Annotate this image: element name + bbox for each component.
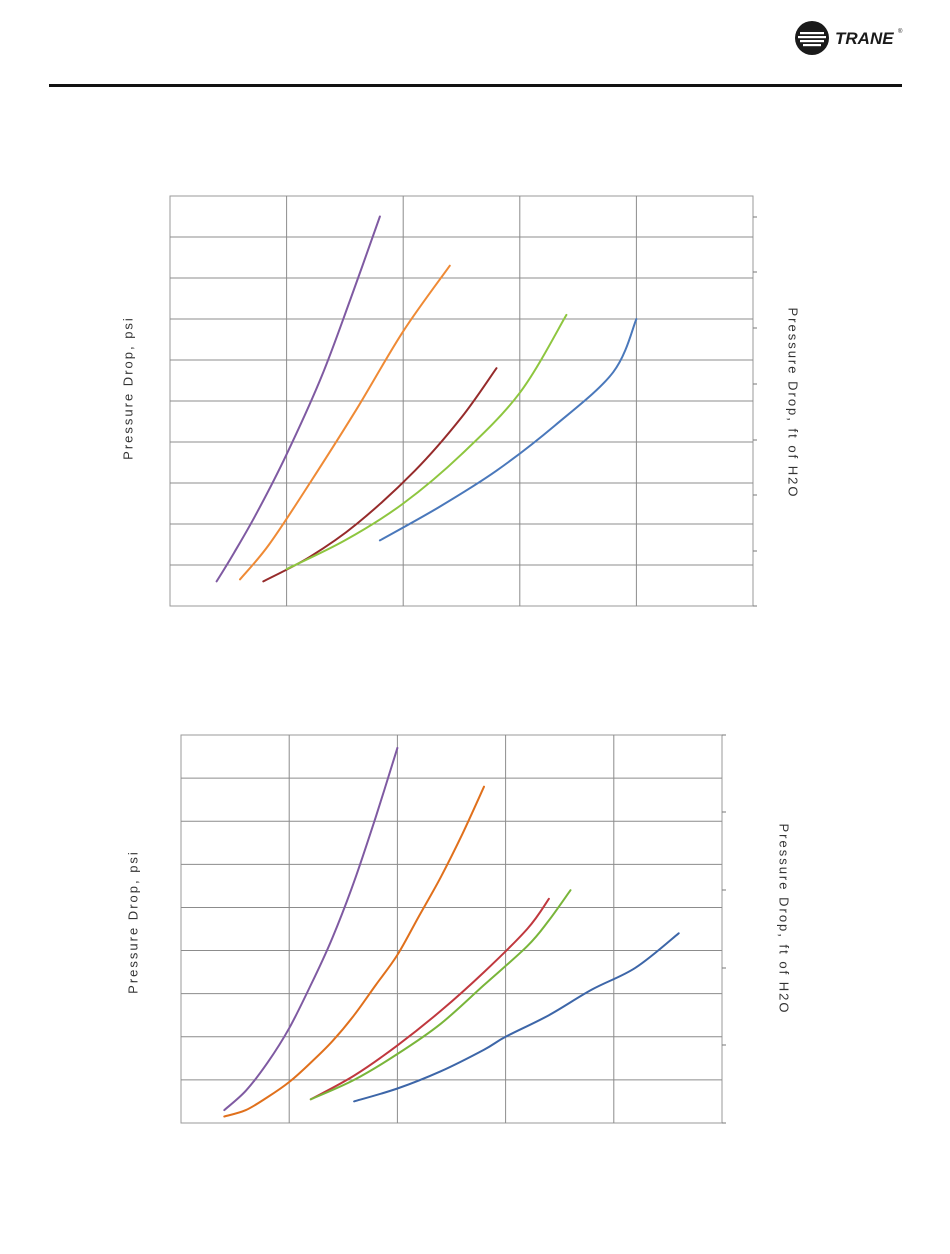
chart2-ylabel-right: Pressure Drop, ft of H2O <box>776 823 792 1015</box>
chart2-ylabel-left: Pressure Drop, psi <box>125 850 141 994</box>
chart1-ylabel-right: Pressure Drop, ft of H2O <box>785 307 801 499</box>
chart1-series-orange <box>239 264 451 581</box>
trane-logo-mark: TRANE ® <box>795 21 903 55</box>
brand-name: TRANE <box>835 29 894 48</box>
chart2-series-green_bottom <box>309 889 572 1101</box>
chart2-series-purple <box>223 746 399 1112</box>
chart1-ylabel-left: Pressure Drop, psi <box>120 316 136 460</box>
chart2-series-red_bottom <box>309 897 550 1101</box>
brand-registered-mark: ® <box>898 28 903 35</box>
chart2-series-blue_bottom <box>353 932 680 1103</box>
chart1-series-blue <box>378 318 638 542</box>
chart1-series-darkred <box>262 367 498 583</box>
header-rule <box>49 84 902 87</box>
chart1-series-purple <box>215 215 381 583</box>
chart2-series-orange_bottom <box>223 785 485 1118</box>
trane-logo: TRANE ® <box>794 18 906 56</box>
chart2-plot-frame <box>180 734 723 1124</box>
chart1-series-green <box>285 313 568 571</box>
